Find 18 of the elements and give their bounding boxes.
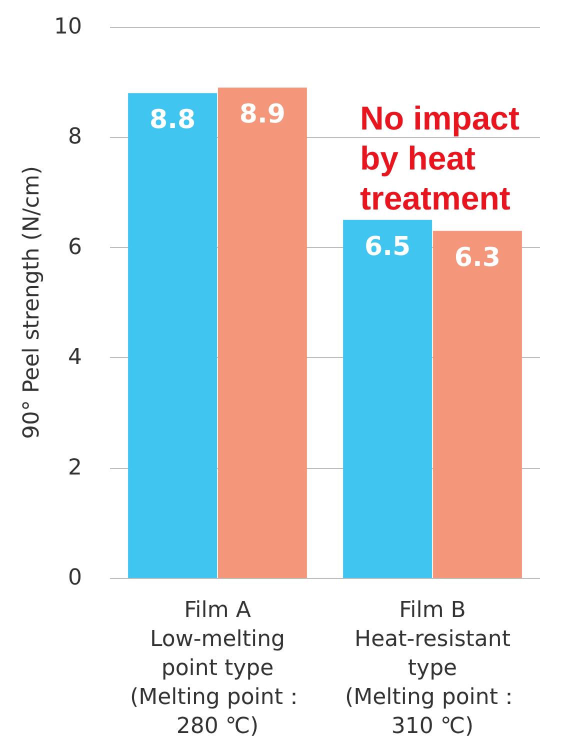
- x-tick-label: Film B Heat-resistant type (Melting point： 310 ℃): [345, 598, 520, 739]
- y-tick-label: 6: [68, 234, 82, 260]
- data-label: 6.3: [454, 242, 500, 273]
- annotation: No impact by heat treatment: [360, 100, 520, 216]
- data-label: 6.5: [364, 232, 411, 262]
- data-label: 8.9: [239, 100, 286, 130]
- bar: [343, 220, 432, 578]
- y-tick-label: 2: [68, 455, 82, 480]
- data-label: 8.8: [150, 105, 196, 136]
- x-tick-label: Film A Low-melting point type (Melting point： 280 ℃): [130, 598, 305, 739]
- bar: [128, 93, 218, 578]
- y-tick-label: 8: [68, 124, 82, 150]
- y-axis-title: 90° Peel strength (N/cm): [20, 166, 45, 439]
- y-tick-label: 10: [54, 14, 82, 40]
- y-tick-label: 4: [68, 345, 82, 370]
- bar: [218, 88, 307, 578]
- y-tick-label: 0: [68, 566, 82, 590]
- bar: [432, 230, 522, 578]
